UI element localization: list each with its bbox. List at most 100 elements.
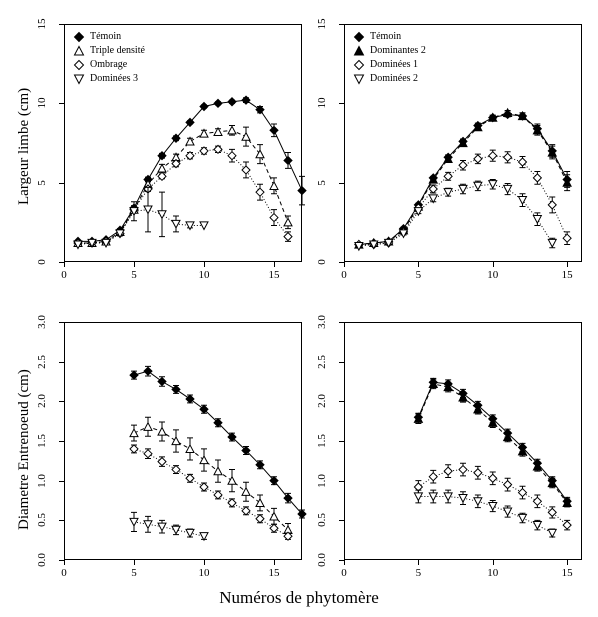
series-marker [519, 514, 527, 522]
y-tick-label: 3.0 [36, 315, 48, 329]
series-marker [444, 467, 452, 475]
x-tick [567, 262, 568, 267]
series-marker [548, 201, 556, 209]
series-marker [548, 239, 556, 247]
y-tick [339, 24, 344, 25]
y-tick [59, 441, 64, 442]
legend-label: Dominantes 2 [370, 44, 426, 58]
y-tick [339, 262, 344, 263]
x-tick-label: 0 [54, 567, 74, 579]
series-marker [489, 474, 497, 482]
series-marker [563, 521, 571, 529]
series-marker [429, 473, 437, 481]
plot-bottom-left [64, 322, 302, 560]
y-tick-label: 2.0 [316, 394, 328, 408]
y-tick-label: 0.5 [316, 513, 328, 527]
y-tick [339, 481, 344, 482]
series-marker [158, 211, 166, 219]
legend-label: Triple densité [90, 44, 145, 58]
x-tick [493, 262, 494, 267]
series-marker [504, 185, 512, 193]
y-axis-title-bottom: Diametre Entrenoeud (cm) [16, 369, 33, 530]
series-marker [256, 499, 264, 507]
series-marker [214, 99, 222, 107]
series-marker [533, 521, 541, 529]
series-marker [489, 502, 497, 510]
series-marker [519, 197, 527, 205]
series-marker [459, 495, 467, 503]
series-marker [214, 467, 222, 475]
y-tick-label: 0.0 [316, 553, 328, 567]
series-marker [144, 423, 152, 431]
y-tick-label: 5 [316, 180, 328, 186]
series-marker [270, 214, 278, 222]
series-marker [186, 445, 194, 453]
x-tick-label: 15 [264, 269, 284, 281]
legend-label: Dominées 1 [370, 58, 418, 72]
series-marker [548, 529, 556, 537]
x-tick-label: 15 [264, 567, 284, 579]
series-marker [200, 222, 208, 230]
x-tick [274, 560, 275, 565]
series-marker [228, 477, 236, 485]
series-marker [533, 216, 541, 224]
series-marker [270, 182, 278, 190]
series-marker [186, 395, 194, 403]
x-tick [344, 262, 345, 267]
series-marker [270, 524, 278, 532]
series-marker [533, 497, 541, 505]
y-tick-label: 1.0 [36, 474, 48, 488]
series-marker [474, 469, 482, 477]
y-tick [59, 322, 64, 323]
series-marker [172, 385, 180, 393]
series-marker [270, 512, 278, 520]
series-marker [533, 174, 541, 182]
legend-marker-icon [352, 45, 366, 57]
series-marker [256, 188, 264, 196]
series-marker [504, 153, 512, 161]
legend-marker-icon [352, 73, 366, 85]
y-tick [59, 183, 64, 184]
y-tick-label: 0 [36, 259, 48, 265]
x-tick-label: 5 [408, 269, 428, 281]
series-marker [489, 181, 497, 189]
legend-item: Dominantes 2 [352, 44, 426, 58]
x-tick-label: 0 [54, 269, 74, 281]
y-tick [339, 441, 344, 442]
x-tick-label: 10 [483, 269, 503, 281]
x-tick [274, 262, 275, 267]
x-tick-label: 5 [124, 567, 144, 579]
series-marker [130, 371, 138, 379]
legend: TémoinDominantes 2Dominées 1Dominées 2 [352, 30, 426, 86]
series-marker [158, 458, 166, 466]
x-tick [134, 262, 135, 267]
y-tick-label: 1.0 [316, 474, 328, 488]
series-marker [474, 498, 482, 506]
y-tick-label: 15 [36, 19, 48, 30]
series-marker [284, 233, 292, 241]
x-tick [567, 560, 568, 565]
x-tick [418, 560, 419, 565]
y-tick [339, 322, 344, 323]
series-line [134, 427, 288, 530]
x-tick-label: 0 [334, 269, 354, 281]
y-tick-label: 1.5 [316, 434, 328, 448]
legend-item: Dominées 2 [352, 72, 426, 86]
series-marker [158, 164, 166, 172]
legend-item: Triple densité [72, 44, 145, 58]
series-marker [200, 456, 208, 464]
x-tick [204, 560, 205, 565]
y-axis-title-top: Largeur limbe (cm) [16, 88, 33, 205]
series-marker [130, 518, 138, 526]
legend-item: Dominées 1 [352, 58, 426, 72]
series-marker [228, 98, 236, 106]
series-marker [444, 189, 452, 197]
legend-item: Témoin [72, 30, 145, 44]
y-tick-label: 2.5 [36, 355, 48, 369]
series-marker [270, 126, 278, 134]
plot-bottom-right [344, 322, 582, 560]
series-marker [242, 133, 250, 141]
series-marker [459, 466, 467, 474]
series-marker [158, 427, 166, 435]
x-tick [64, 262, 65, 267]
